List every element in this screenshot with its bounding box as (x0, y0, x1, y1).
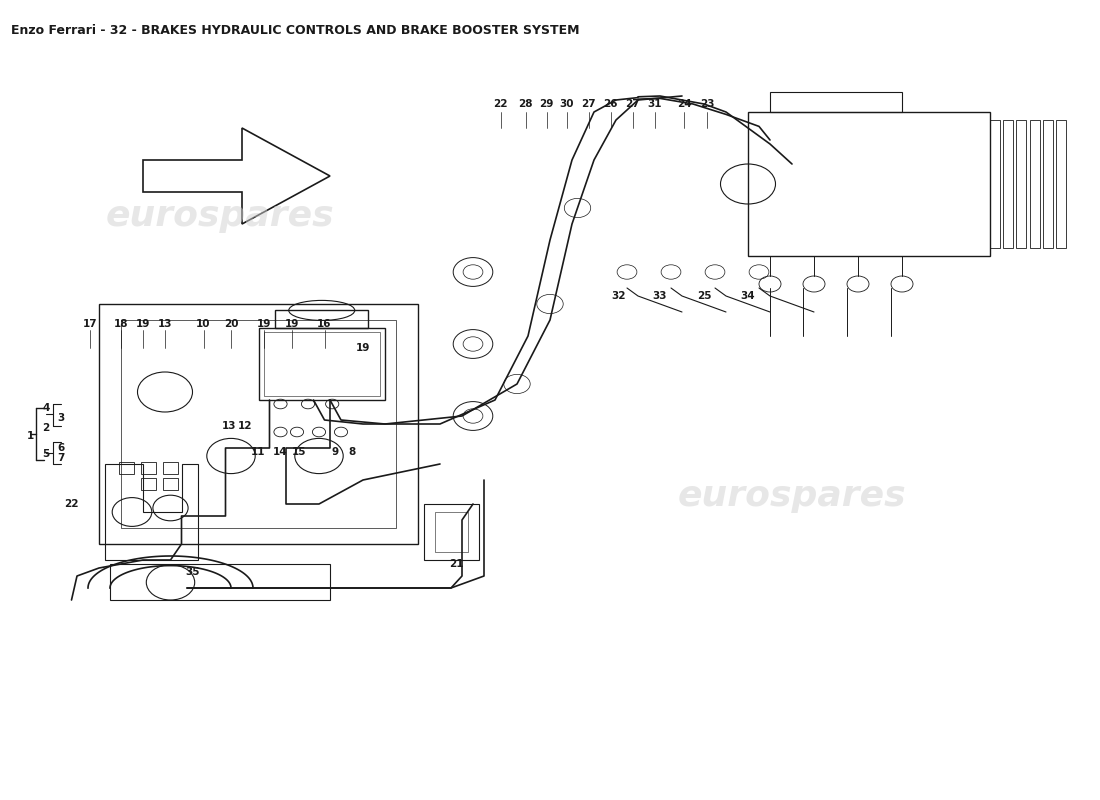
Text: 16: 16 (317, 319, 332, 329)
Text: 7: 7 (57, 453, 64, 462)
Bar (141, 478, 156, 490)
Text: 26: 26 (603, 99, 618, 109)
Bar (1056, 120, 1066, 248)
Text: 19: 19 (256, 319, 272, 329)
Text: 12: 12 (238, 421, 253, 430)
Bar (748, 112, 990, 256)
Bar (1030, 120, 1040, 248)
Text: Enzo Ferrari - 32 - BRAKES HYDRAULIC CONTROLS AND BRAKE BOOSTER SYSTEM: Enzo Ferrari - 32 - BRAKES HYDRAULIC CON… (11, 24, 580, 37)
Text: 18: 18 (113, 319, 129, 329)
Text: 25: 25 (696, 291, 712, 301)
Text: 5: 5 (43, 450, 50, 459)
Text: 24: 24 (676, 99, 692, 109)
Text: 29: 29 (539, 99, 554, 109)
Bar (163, 462, 178, 474)
Text: 32: 32 (610, 291, 626, 301)
Text: 19: 19 (135, 319, 151, 329)
Text: 27: 27 (625, 99, 640, 109)
Text: 13: 13 (221, 421, 236, 430)
Text: 33: 33 (652, 291, 668, 301)
Bar (110, 564, 330, 600)
Bar (264, 332, 380, 396)
Text: 6: 6 (57, 443, 64, 453)
Text: 13: 13 (157, 319, 173, 329)
Bar (990, 120, 1000, 248)
Text: 15: 15 (292, 447, 307, 457)
Text: 9: 9 (332, 447, 339, 457)
Text: 22: 22 (64, 499, 79, 509)
Text: eurospares: eurospares (678, 479, 906, 513)
Text: 35: 35 (185, 567, 200, 577)
Text: 27: 27 (581, 99, 596, 109)
Bar (163, 478, 178, 490)
Bar (770, 92, 902, 112)
Bar (1016, 120, 1026, 248)
Text: eurospares: eurospares (106, 199, 334, 233)
Text: 23: 23 (700, 99, 715, 109)
Text: 1: 1 (28, 431, 34, 441)
Text: 4: 4 (43, 403, 50, 413)
Text: 22: 22 (493, 99, 508, 109)
Text: 19: 19 (284, 319, 299, 329)
Text: 11: 11 (251, 447, 266, 457)
Bar (1043, 120, 1053, 248)
Text: 8: 8 (349, 447, 355, 457)
Bar (119, 462, 134, 474)
Text: 21: 21 (449, 559, 464, 569)
Text: 14: 14 (273, 447, 288, 457)
Bar (434, 512, 468, 552)
Text: 17: 17 (82, 319, 98, 329)
Text: 3: 3 (57, 413, 64, 422)
Text: 19: 19 (355, 343, 371, 353)
Text: 30: 30 (559, 99, 574, 109)
Text: 31: 31 (647, 99, 662, 109)
Bar (1003, 120, 1013, 248)
Text: 34: 34 (740, 291, 756, 301)
Text: 28: 28 (518, 99, 534, 109)
Text: 10: 10 (196, 319, 211, 329)
Text: 20: 20 (223, 319, 239, 329)
Text: 2: 2 (43, 423, 50, 433)
Bar (424, 504, 478, 560)
Bar (141, 462, 156, 474)
Bar (258, 328, 385, 400)
